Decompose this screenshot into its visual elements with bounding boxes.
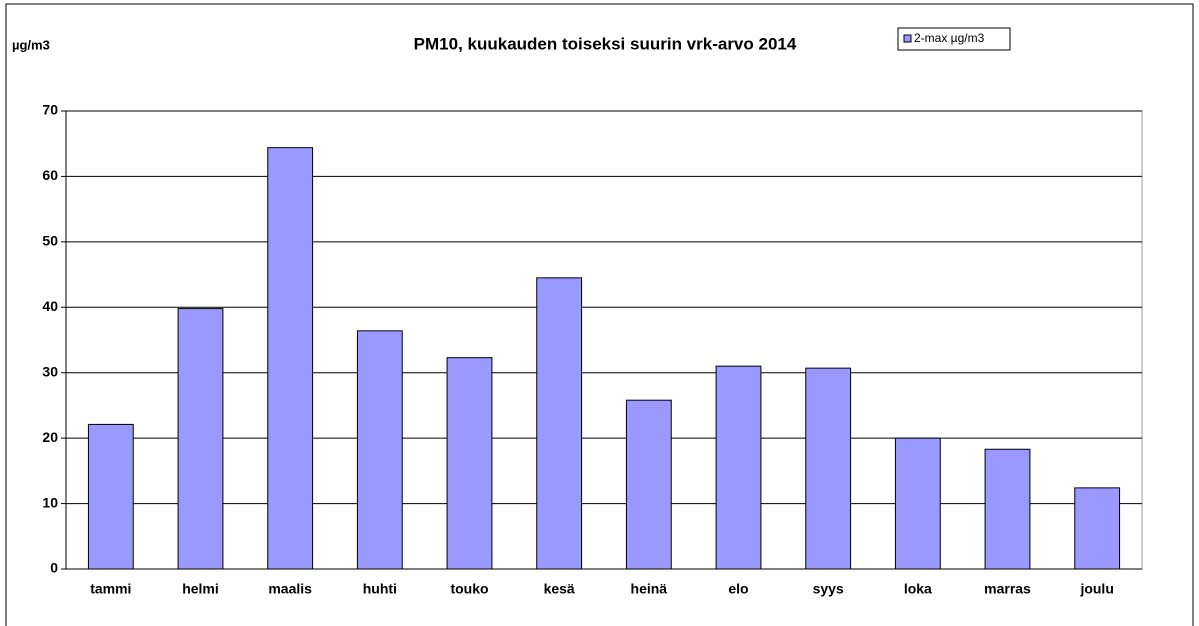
bar (177, 308, 224, 570)
x-tick-label: tammi (90, 581, 131, 597)
x-tick-label: heinä (631, 581, 668, 597)
y-tick-label: 0 (50, 560, 58, 576)
x-tick-label: syys (813, 581, 844, 597)
y-tick-label: 30 (42, 363, 58, 379)
y-tick-label: 10 (42, 494, 58, 510)
y-tick-label: 20 (42, 429, 58, 445)
y-tick-label: 60 (42, 167, 58, 183)
bar (267, 147, 314, 570)
bar (625, 399, 672, 570)
y-axis-label: µg/m3 (12, 37, 50, 52)
bar (1074, 487, 1121, 570)
x-tick-label: joulu (1079, 581, 1113, 597)
x-tick-label: touko (450, 581, 488, 597)
x-tick-label: helmi (182, 581, 219, 597)
bar (984, 448, 1031, 570)
y-tick-label: 70 (42, 102, 58, 118)
bar (805, 367, 852, 570)
x-tick-label: kesä (544, 581, 575, 597)
x-tick-label: loka (904, 581, 932, 597)
plot-area (65, 110, 1143, 570)
bar (446, 357, 493, 570)
bar (87, 423, 134, 570)
bar (715, 365, 762, 570)
x-tick-label: marras (984, 581, 1031, 597)
x-tick-label: elo (728, 581, 748, 597)
bar (894, 437, 941, 570)
x-tick-label: maalis (268, 581, 312, 597)
legend-box (897, 27, 1011, 51)
y-tick-label: 40 (42, 298, 58, 314)
chart-title: PM10, kuukauden toiseksi suurin vrk-arvo… (414, 34, 797, 53)
legend-label: 2-max µg/m3 (914, 31, 985, 45)
y-tick-label: 50 (42, 233, 58, 249)
x-tick-label: huhti (363, 581, 397, 597)
bar (356, 330, 403, 570)
bar (536, 277, 583, 570)
legend-swatch (903, 34, 912, 43)
